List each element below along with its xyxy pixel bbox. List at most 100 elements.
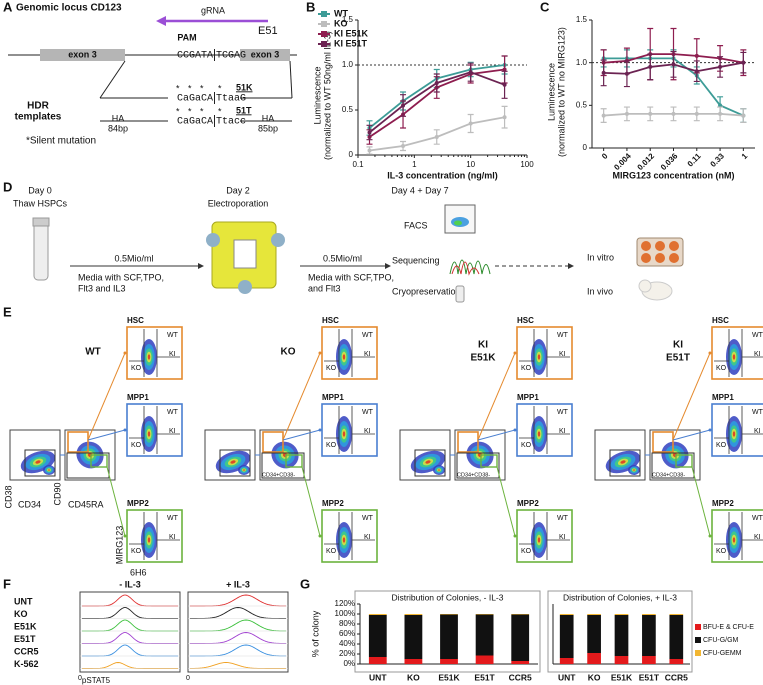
gate-arrow: [496, 466, 516, 537]
data-point: [648, 111, 653, 116]
density-contour: [537, 354, 541, 360]
gate-hsc: [262, 431, 284, 453]
gate-mpp: [261, 452, 305, 479]
density-contour: [620, 460, 626, 464]
density-contour: [633, 469, 635, 471]
legend-label: KI E51T: [334, 38, 368, 48]
gate-name: KO: [131, 442, 142, 449]
gate-mpp: [456, 452, 500, 479]
gate-name: KO: [131, 548, 142, 555]
pam-label: PAM: [177, 32, 196, 42]
axis-label: MIRG123: [114, 526, 124, 565]
bar-segment: [475, 614, 494, 615]
gate-arrow: [477, 429, 516, 441]
bar-segment: [559, 614, 574, 615]
bar-segment: [440, 659, 458, 664]
legend-label: KO: [334, 18, 348, 28]
data-point: [718, 111, 723, 116]
axis-label: CD45RA: [68, 499, 104, 509]
gate-name: WT: [167, 409, 179, 416]
axis-label: Luminescence: [312, 66, 322, 124]
data-point: [434, 81, 439, 85]
group-label: KI: [478, 340, 488, 351]
data-point: [601, 113, 606, 118]
legend-label: WT: [334, 8, 348, 18]
star: *: [218, 83, 222, 93]
footnote: *Silent mutation: [26, 136, 96, 147]
bar-segment: [587, 615, 601, 653]
x-tick-label: UNT: [369, 672, 387, 682]
bar-segment: [614, 615, 629, 656]
axis-label: CD38: [3, 485, 13, 508]
y-tick-label: 120%: [335, 599, 355, 608]
bar-segment: [511, 614, 530, 661]
gate-name: KO: [131, 365, 142, 372]
template-label: 51T: [236, 105, 252, 115]
gate-name: WT: [557, 409, 569, 416]
data-point: [648, 64, 653, 69]
density-contour: [537, 537, 541, 543]
y-tick-label: 0: [349, 150, 354, 159]
x-tick-label: KO: [407, 672, 420, 682]
gate-mpp: [66, 452, 110, 479]
bar-segment: [642, 614, 656, 615]
population-label: MPP2: [322, 499, 344, 508]
panel-title: Genomic locus CD123: [16, 3, 122, 14]
bar-segment: [368, 614, 387, 615]
star: *: [188, 83, 192, 93]
x-tick-label: UNT: [558, 672, 576, 682]
y-tick-label: 20%: [339, 649, 355, 658]
media-label: Flt3 and IL3: [78, 283, 126, 293]
bar-segment: [614, 656, 629, 664]
media-label: and Flt3: [308, 283, 341, 293]
x-tick-label: 0.004: [612, 151, 633, 172]
chart-title: Distribution of Colonies, + IL-3: [563, 592, 677, 602]
arrow-tip: [513, 428, 517, 432]
data-point: [468, 121, 473, 126]
density-contour: [147, 431, 151, 437]
bar-segment: [559, 658, 574, 664]
gate-mpp: [651, 452, 695, 479]
x-tick-label: E51K: [438, 672, 460, 682]
gate-name: KI: [559, 428, 566, 435]
gate-name: KI: [754, 534, 761, 541]
bar-segment: [368, 615, 387, 657]
exon-label: exon 3: [251, 49, 280, 59]
density-contour: [230, 460, 236, 464]
data-point: [601, 70, 606, 75]
gate-hsc: [652, 431, 674, 453]
analysis-label: Cryopreservation: [392, 286, 461, 296]
arrow-head: [385, 263, 391, 269]
x-tick-label: E51T: [474, 672, 495, 682]
gate-arrow: [672, 352, 711, 441]
gate-name: WT: [167, 332, 179, 339]
population-label: HSC: [322, 316, 339, 325]
gate-mpp2: [90, 454, 108, 468]
gate-arrow: [282, 352, 321, 441]
gate-name: KO: [716, 442, 727, 449]
gate-name: KI: [169, 351, 176, 358]
bar-segment: [475, 614, 494, 656]
device-knob: [238, 280, 252, 294]
gate-arrow: [106, 466, 126, 537]
bar-segment: [404, 659, 423, 664]
gate-lines: [324, 512, 375, 560]
gate-name: KO: [716, 548, 727, 555]
y-tick-label: 1.0: [576, 58, 588, 67]
data-point: [671, 62, 676, 67]
use-label: In vivo: [587, 286, 613, 296]
mouse-head: [638, 279, 652, 293]
bar-segment: [368, 657, 387, 664]
density-contour: [732, 431, 736, 437]
y-tick-label: 0.5: [342, 105, 354, 114]
x-axis-label: IL-3 concentration (ng/ml): [387, 170, 498, 180]
arrow-tip: [513, 351, 517, 355]
gate-label: CD34+CD38-: [262, 472, 295, 478]
population-label: MPP1: [712, 393, 734, 402]
legend-swatch: [321, 11, 327, 17]
y-tick-label: 40%: [339, 639, 355, 648]
star: *: [218, 106, 222, 116]
bar-segment: [587, 653, 601, 664]
x-tick-label: 0: [186, 675, 190, 682]
x-tick-label: 0.33: [709, 151, 727, 169]
